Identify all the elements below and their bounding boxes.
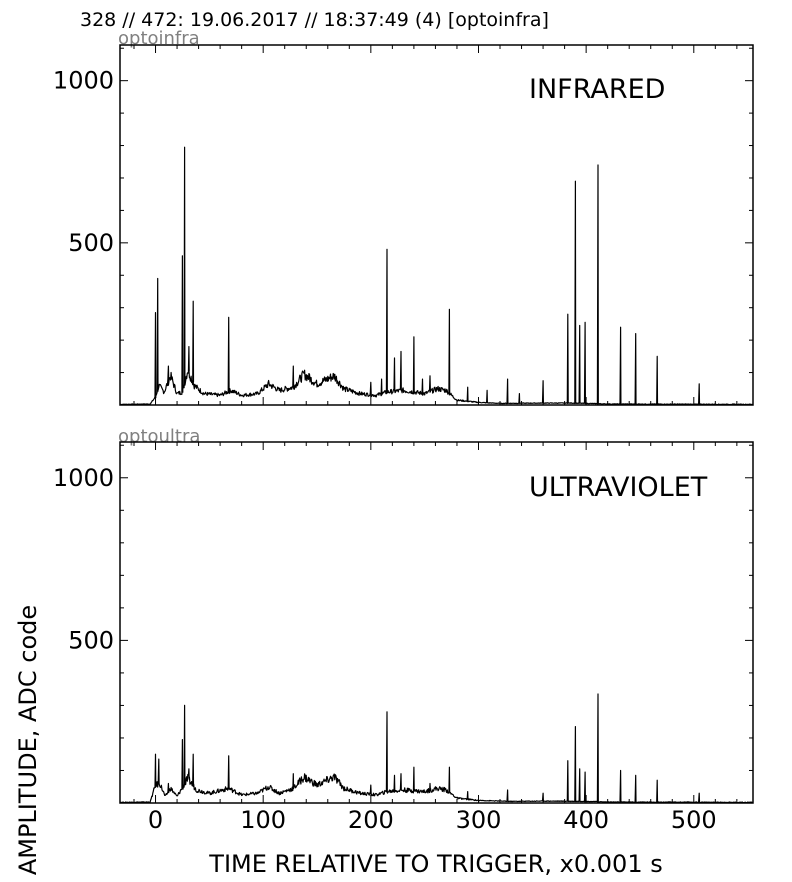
ultraviolet-xtick-label: 300 <box>456 806 502 834</box>
ultraviolet-signal-trace <box>119 693 754 804</box>
ultraviolet-xtick-label: 500 <box>671 806 717 834</box>
infrared-plot-frame <box>119 44 754 406</box>
ultraviolet-xtick-label: 100 <box>240 806 286 834</box>
x-axis-label: TIME RELATIVE TO TRIGGER, x0.001 s <box>208 850 662 878</box>
ultraviolet-channel-label: optoultra <box>118 426 200 447</box>
infrared-panel: optoinfra INFRARED 500 1000 <box>53 28 754 406</box>
ultraviolet-ytick-label: 1000 <box>53 464 114 492</box>
ultraviolet-xtick-label: 400 <box>563 806 609 834</box>
ultraviolet-title: ULTRAVIOLET <box>529 472 708 503</box>
ultraviolet-panel: optoultra ULTRAVIOLET 500 1000 0 100 200 300 4… <box>53 426 754 834</box>
ultraviolet-plot-frame <box>119 441 754 804</box>
ultraviolet-xtick-label: 200 <box>348 806 394 834</box>
infrared-channel-label: optoinfra <box>118 28 200 49</box>
y-axis-label: AMPLITUDE, ADC code <box>14 605 42 875</box>
infrared-title: INFRARED <box>529 74 665 105</box>
ultraviolet-ytick-label: 500 <box>68 626 114 654</box>
figure-header: 328 // 472: 19.06.2017 // 18:37:49 (4) [… <box>80 9 549 31</box>
infrared-signal-trace <box>119 146 754 406</box>
infrared-ytick-label: 1000 <box>53 67 114 95</box>
infrared-ytick-label: 500 <box>68 229 114 257</box>
ultraviolet-xtick-label: 0 <box>148 806 163 834</box>
